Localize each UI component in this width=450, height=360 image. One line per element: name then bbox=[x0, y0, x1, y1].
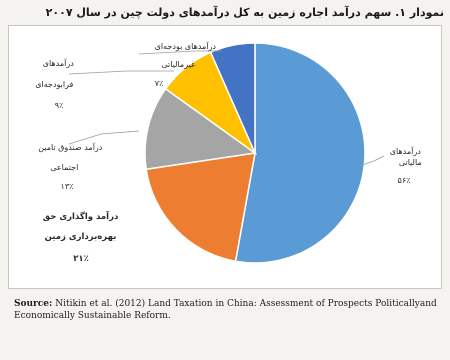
label-extrabudget: درآمدهای فرابودجه‌ای ۹٪ bbox=[33, 58, 75, 110]
leader-line-social-security bbox=[68, 130, 140, 145]
chart-panel: درآمدهای بودجه‌ای غیرمالیاتی ۷٪ درآمدهای… bbox=[8, 25, 442, 289]
pie-slice-land-lease bbox=[145, 152, 256, 263]
leader-line-extrabudget bbox=[68, 70, 174, 75]
leader-line-tax bbox=[358, 155, 385, 167]
pie-chart: درآمدهای بودجه‌ای غیرمالیاتی ۷٪ درآمدهای… bbox=[33, 41, 422, 264]
chart-title: نمودار ۱. سهم درآمد اجاره زمین به کل درآ… bbox=[45, 6, 444, 19]
pie-slice-social-security bbox=[144, 87, 257, 171]
leader-line-other-tax bbox=[138, 50, 222, 55]
source-note: Source: Nitikin et al. (2012) Land Taxat… bbox=[14, 298, 438, 322]
label-social-security: درآمد صندوق تامین اجتماعی ۱۳٪ bbox=[36, 142, 103, 191]
pie-slice-tax bbox=[234, 42, 366, 264]
pie-slices bbox=[144, 42, 366, 264]
label-land-lease: درآمد واگذاری حق بهره‌برداری زمین ۲۱٪ bbox=[40, 210, 119, 264]
label-other-tax: درآمدهای بودجه‌ای غیرمالیاتی ۷٪ bbox=[152, 41, 216, 88]
source-text: Nitikin et al. (2012) Land Taxation in C… bbox=[14, 299, 437, 321]
label-tax: درآمدهای مالیاتی ۵۶٪ bbox=[387, 146, 422, 185]
source-label: Source: bbox=[14, 299, 53, 309]
leader-lines bbox=[68, 50, 385, 167]
pie-slice-other-tax bbox=[209, 42, 256, 154]
